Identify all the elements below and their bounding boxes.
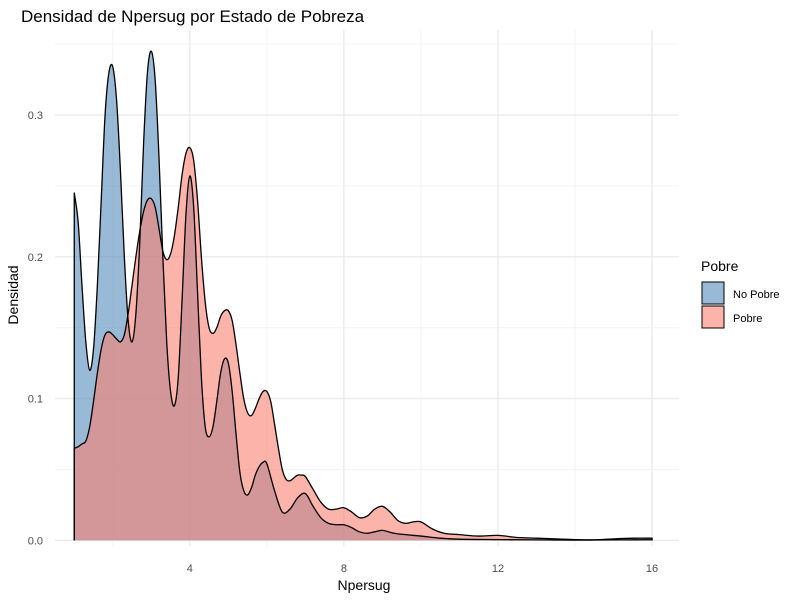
legend-key-no-pobre [701,281,725,305]
y-tick-label: 0.1 [28,394,43,406]
series-layer [73,50,653,541]
y-tick-label: 0.0 [28,535,43,547]
y-tick-label: 0.3 [28,110,43,122]
density-line-pobre [73,146,653,541]
y-tick-labels: 0.0 0.1 0.2 0.3 [28,110,43,547]
x-axis-title: Npersug [338,577,391,593]
x-tick-label: 12 [492,563,504,575]
density-area-pobre [74,147,653,541]
x-tick-label: 16 [646,563,658,575]
legend: Pobre No Pobre Pobre [701,258,779,329]
legend-label-pobre: Pobre [733,313,762,325]
density-line-no-pobre [73,50,653,541]
legend-key-pobre [701,305,725,329]
x-tick-labels: 4 8 12 16 [187,563,658,575]
legend-label-no-pobre: No Pobre [733,289,779,301]
x-tick-label: 4 [187,563,193,575]
y-axis-title: Densidad [5,265,21,324]
y-tick-label: 0.2 [28,252,43,264]
x-tick-label: 8 [341,563,347,575]
legend-title: Pobre [701,258,739,274]
chart-title: Densidad de Npersug por Estado de Pobrez… [21,7,365,26]
